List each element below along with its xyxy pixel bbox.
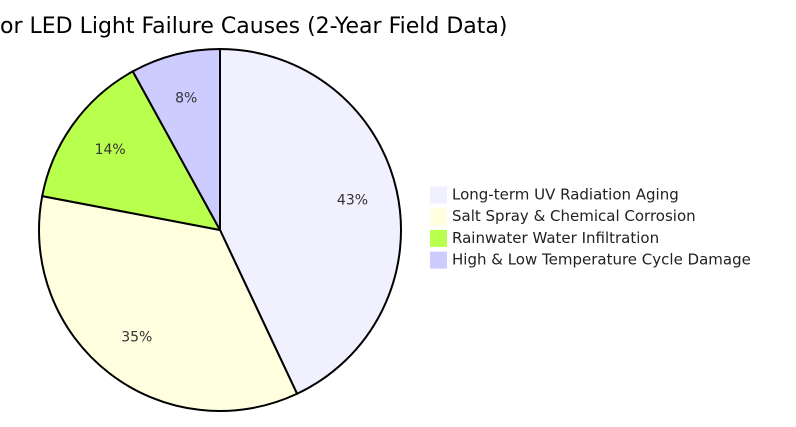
pie-slice <box>41 70 222 232</box>
chart-title: or LED Light Failure Causes (2-Year Fiel… <box>0 14 507 39</box>
pie-slice <box>38 194 299 412</box>
legend-label: High & Low Temperature Cycle Damage <box>452 251 751 269</box>
legend-swatch <box>430 251 447 269</box>
legend-label: Long-term UV Radiation Aging <box>452 186 679 204</box>
slice-label: 14% <box>95 142 126 158</box>
legend-swatch <box>430 208 447 226</box>
pie-slice <box>131 47 221 231</box>
slice-label: 8% <box>175 91 197 107</box>
legend-label: Rainwater Water Infiltration <box>452 229 659 247</box>
pie-slice <box>219 47 402 396</box>
legend-swatch <box>430 186 447 204</box>
slice-label: 43% <box>337 192 368 208</box>
legend-swatch <box>430 229 447 247</box>
slice-label: 35% <box>121 329 152 345</box>
legend-label: Salt Spray & Chemical Corrosion <box>452 207 696 225</box>
